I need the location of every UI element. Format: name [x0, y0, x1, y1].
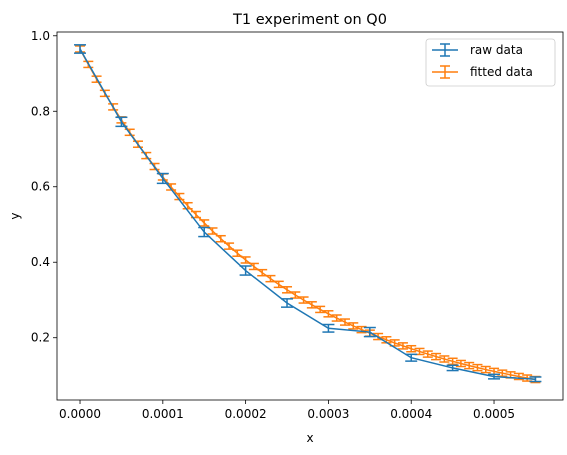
fitted-data-line: [79, 48, 536, 381]
legend-fit-marker: [432, 65, 458, 79]
x-tick-label: 0.0002: [225, 407, 267, 421]
y-tick-label: 0.6: [31, 180, 50, 194]
legend-box: [425, 38, 556, 87]
x-tick-label: 0.0003: [307, 407, 349, 421]
chart-title: T1 experiment on Q0: [232, 12, 387, 28]
y-tick-label: 0.8: [31, 104, 50, 118]
x-tick-label: 0.0004: [390, 407, 432, 421]
x-tick-label: 0.0005: [473, 407, 515, 421]
legend: raw data fitted data: [425, 38, 556, 87]
x-axis-label: x: [306, 431, 313, 445]
fitted-data-series: [75, 45, 541, 384]
legend-raw-label: raw data: [470, 43, 523, 57]
y-tick-label: 0.2: [31, 331, 50, 345]
legend-fit-label: fitted data: [470, 65, 533, 79]
y-tick-label: 0.4: [31, 255, 50, 269]
raw-data-series: [74, 44, 542, 383]
x-tick-label: 0.0001: [142, 407, 184, 421]
x-tick-label: 0.0000: [59, 407, 101, 421]
raw-data-line: [79, 48, 536, 380]
plot-frame: [56, 31, 564, 401]
axes: 0.0000 0.0001 0.0002 0.0003 0.0004 0.0005 0.2 0…: [31, 29, 515, 421]
y-axis-label: y: [8, 212, 22, 219]
legend-raw-marker: [432, 43, 458, 57]
y-tick-label: 1.0: [31, 29, 50, 43]
